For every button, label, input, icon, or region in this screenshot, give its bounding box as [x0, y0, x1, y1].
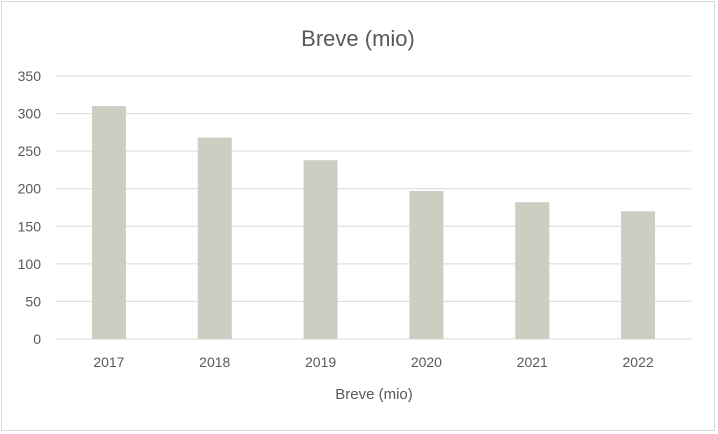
x-axis-label: Breve (mio) — [335, 386, 413, 403]
y-tick-label: 300 — [18, 106, 42, 122]
chart-title: Breve (mio) — [301, 26, 415, 51]
bar-2018 — [197, 137, 232, 339]
bar-2019 — [303, 160, 338, 339]
y-axis-ticks: 0 50 100 150 200 250 300 350 — [18, 68, 42, 347]
bar-2017 — [91, 106, 126, 339]
y-tick-label: 50 — [25, 293, 41, 309]
gridlines — [56, 75, 691, 340]
x-tick-label: 2020 — [411, 354, 442, 370]
x-tick-label: 2018 — [199, 354, 230, 370]
x-tick-label: 2017 — [93, 354, 124, 370]
y-tick-label: 350 — [18, 68, 42, 84]
y-tick-label: 100 — [18, 256, 42, 272]
bars — [91, 106, 656, 339]
x-axis-ticks: 2017 2018 2019 2020 2021 2022 — [93, 354, 654, 370]
x-tick-label: 2022 — [623, 354, 654, 370]
bar-2021 — [515, 202, 550, 339]
y-tick-label: 250 — [18, 143, 42, 159]
y-tick-label: 200 — [18, 181, 42, 197]
x-tick-label: 2021 — [517, 354, 548, 370]
y-tick-label: 0 — [33, 331, 41, 347]
bar-2020 — [409, 190, 444, 339]
bar-2022 — [621, 211, 656, 339]
x-tick-label: 2019 — [305, 354, 336, 370]
y-tick-label: 150 — [18, 218, 42, 234]
